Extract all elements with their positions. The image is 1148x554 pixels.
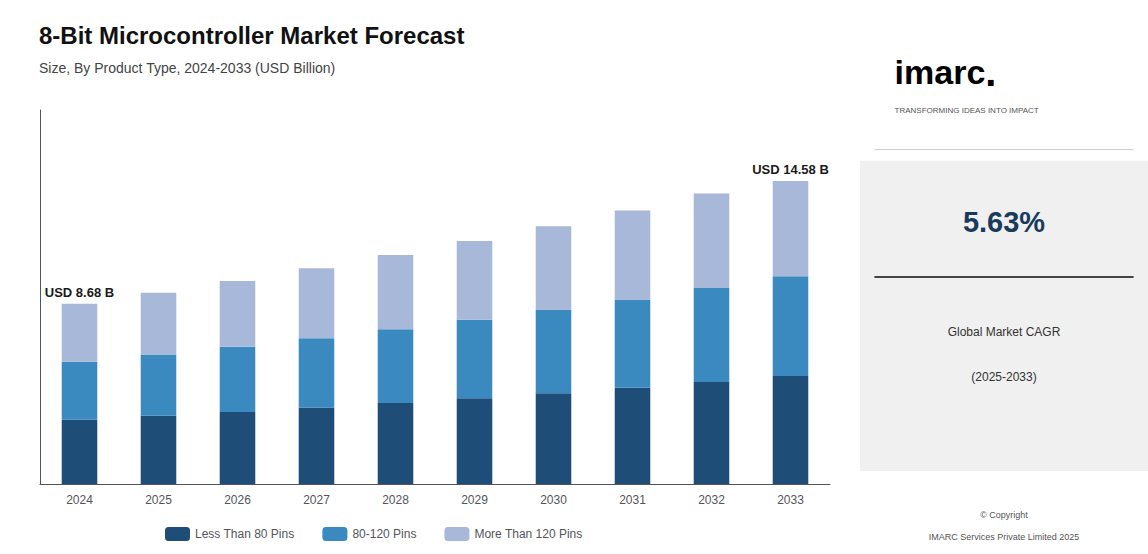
svg-text:Size, By Product Type, 2024-20: Size, By Product Type, 2024-2033 (USD Bi… [39,60,335,76]
svg-text:5.63%: 5.63% [963,206,1045,238]
svg-text:2027: 2027 [303,493,330,507]
svg-text:2033: 2033 [777,493,804,507]
svg-text:2026: 2026 [224,493,251,507]
svg-text:(2025-2033): (2025-2033) [971,370,1036,384]
svg-text:USD 8.68 B: USD 8.68 B [45,285,114,300]
svg-text:© Copyright: © Copyright [980,510,1028,520]
svg-text:80-120 Pins: 80-120 Pins [352,527,416,541]
svg-text:8-Bit Microcontroller Market F: 8-Bit Microcontroller Market Forecast [39,22,464,49]
svg-text:USD 14.58 B: USD 14.58 B [752,162,829,177]
svg-text:2024: 2024 [66,493,93,507]
svg-text:TRANSFORMING IDEAS INTO IMPACT: TRANSFORMING IDEAS INTO IMPACT [895,106,1039,115]
svg-text:2030: 2030 [540,493,567,507]
svg-text:IMARC Services Private Limited: IMARC Services Private Limited 2025 [929,532,1080,542]
svg-text:Global Market CAGR: Global Market CAGR [948,325,1061,339]
svg-text:.: . [985,50,996,94]
svg-text:Less Than 80 Pins: Less Than 80 Pins [195,527,294,541]
svg-text:imarc: imarc [895,53,986,91]
svg-text:2029: 2029 [461,493,488,507]
svg-text:2032: 2032 [698,493,725,507]
svg-text:2028: 2028 [382,493,409,507]
svg-text:2031: 2031 [619,493,646,507]
svg-text:2025: 2025 [145,493,172,507]
svg-text:More Than 120 Pins: More Than 120 Pins [474,527,582,541]
